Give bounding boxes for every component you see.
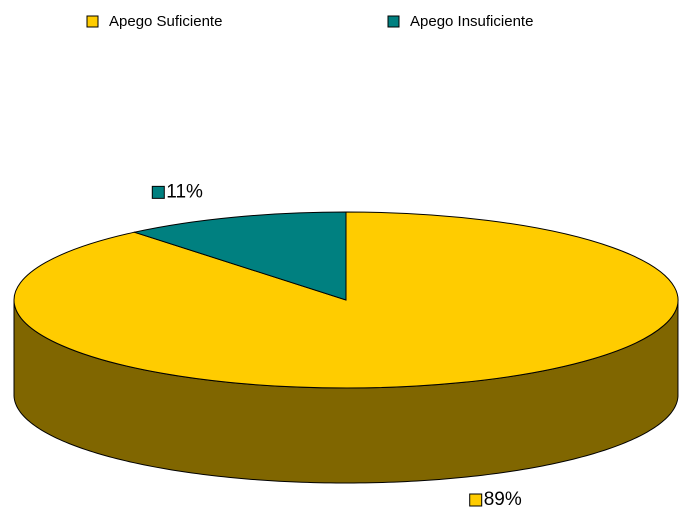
data-label: 11% xyxy=(166,181,203,202)
legend-label: Apego Suficiente xyxy=(109,13,222,30)
slice xyxy=(132,211,347,301)
label-swatch xyxy=(469,493,483,507)
label-swatch xyxy=(151,185,165,199)
legend-label: Apego Insuficiente xyxy=(410,13,533,30)
legend-swatch xyxy=(387,15,400,28)
data-label: 89% xyxy=(484,489,522,510)
legend-swatch xyxy=(86,15,99,28)
